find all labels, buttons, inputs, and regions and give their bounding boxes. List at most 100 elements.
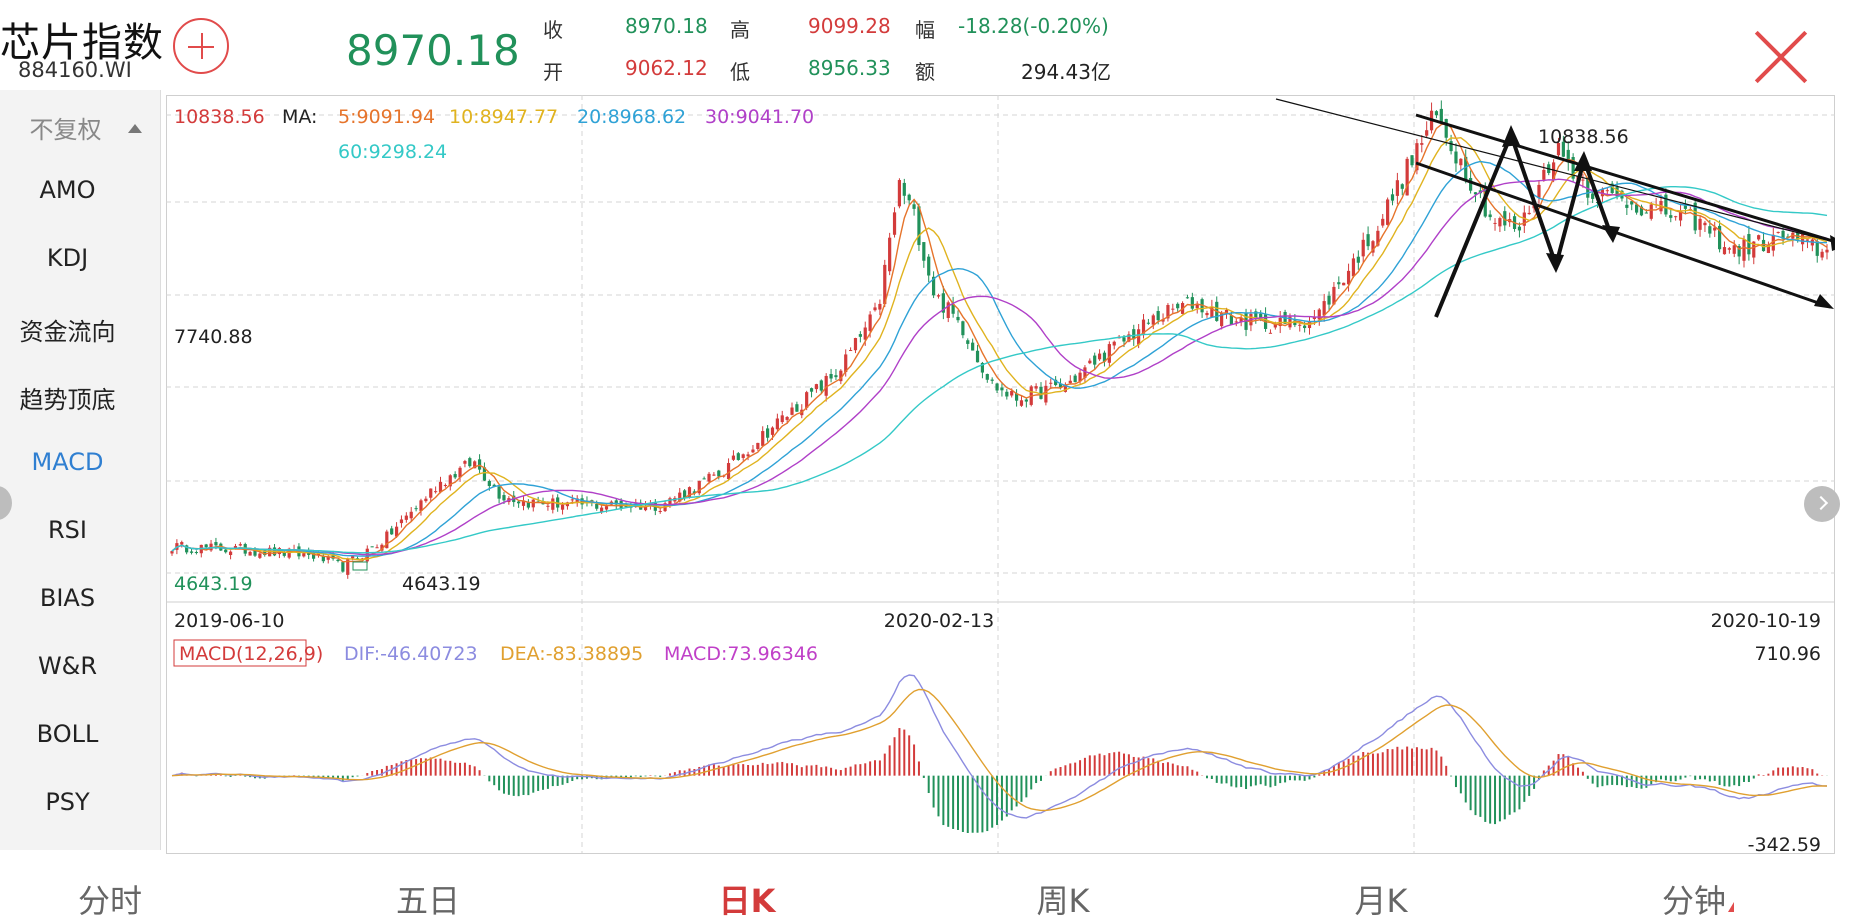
index-title: 芯片指数: [0, 20, 164, 66]
candle-body: [1234, 321, 1238, 323]
candle-body: [253, 550, 257, 556]
candle-body: [795, 404, 799, 412]
sidebar-item-trend[interactable]: 趋势顶底: [19, 386, 116, 414]
candle-body: [1776, 231, 1780, 233]
sidebar-item-bias[interactable]: BIAS: [39, 584, 96, 612]
sidebar-item-boll[interactable]: BOLL: [36, 720, 99, 748]
candle-body: [1591, 193, 1595, 199]
candle-body: [858, 334, 862, 337]
candle-body: [1381, 218, 1385, 226]
candle-body: [1542, 169, 1546, 180]
candle-body: [399, 519, 404, 524]
high-value: 9099.28: [808, 14, 891, 38]
sidebar-item-amo[interactable]: AMO: [39, 176, 96, 204]
tab-minute[interactable]: 分钟: [1662, 876, 1735, 922]
candle-body: [434, 491, 438, 493]
ma-line-ma5: [171, 122, 1828, 563]
candle-body: [819, 380, 823, 391]
index-code: 884160.WI: [18, 58, 132, 82]
candle-body: [321, 556, 325, 562]
candle-body: [751, 449, 755, 453]
ma60-label: 60:9298.24: [338, 141, 447, 163]
candle-body: [1805, 239, 1810, 241]
candle-body: [1556, 143, 1561, 156]
sidebar-item-kdj[interactable]: KDJ: [46, 244, 89, 272]
sidebar-item-macd[interactable]: MACD: [31, 448, 104, 476]
candle-body: [1761, 239, 1766, 252]
scroll-left-handle[interactable]: [0, 486, 12, 520]
candle-body: [1649, 204, 1653, 219]
candle-body: [228, 551, 233, 556]
candle-body: [883, 264, 887, 305]
candle-body: [1190, 297, 1194, 309]
tab-intraday[interactable]: 分时: [77, 882, 143, 920]
candle-body: [980, 362, 985, 373]
candle-body: [1444, 118, 1448, 138]
candle-body: [526, 502, 530, 508]
sidebar-item-adjust[interactable]: 不复权: [29, 116, 102, 144]
candle-body: [1420, 143, 1424, 145]
candle-body: [1317, 309, 1321, 320]
current-price: 8970.18: [346, 26, 520, 75]
candle-body: [1766, 244, 1771, 254]
candle-body: [1195, 303, 1199, 309]
sidebar-item-psy[interactable]: PSY: [45, 788, 90, 816]
candle-body: [1537, 184, 1541, 198]
low-marker-label: 4643.19: [402, 573, 481, 595]
scroll-right-button[interactable]: [1804, 486, 1840, 522]
sidebar-item-rsi[interactable]: RSI: [48, 516, 87, 544]
candle-body: [892, 212, 897, 235]
zigzag-arrowhead-1: [1502, 125, 1520, 147]
candle-body: [1459, 158, 1463, 166]
candle-body: [1000, 387, 1004, 391]
candle-body: [766, 428, 770, 438]
open-label: 开: [543, 60, 563, 84]
candle-body: [1434, 111, 1439, 116]
candle-body: [1630, 201, 1634, 205]
candle-body: [848, 350, 853, 352]
candle-body: [1229, 315, 1233, 325]
candle-body: [1054, 379, 1058, 386]
sidebar-item-wr[interactable]: W&R: [37, 652, 98, 680]
candle-body: [1151, 315, 1155, 325]
add-watchlist-button[interactable]: [173, 18, 229, 74]
candle-body: [370, 546, 374, 548]
candle-body: [1356, 256, 1360, 263]
candle-body: [931, 276, 936, 296]
tab-monthly-k[interactable]: 月K: [1354, 882, 1408, 920]
candle-body: [1171, 308, 1175, 310]
tab-five-day[interactable]: 五日: [395, 882, 461, 920]
candle-body: [1332, 286, 1336, 305]
sidebar-item-fund-flow[interactable]: 资金流向: [19, 318, 116, 346]
candle-body: [731, 455, 736, 460]
close-label: 收: [543, 18, 563, 42]
candle-body: [1014, 393, 1019, 401]
candle-body: [1552, 162, 1556, 180]
candle-body: [1415, 143, 1419, 171]
macd-dif-label: DIF:-46.40723: [344, 643, 478, 665]
kline-chart[interactable]: 10838.56 MA: 5:9091.94 10:8947.77 20:896…: [166, 95, 1835, 855]
candle-body: [1361, 239, 1365, 257]
candle-body: [1678, 211, 1683, 221]
candle-body: [692, 491, 696, 493]
candle-body: [1635, 204, 1639, 213]
candle-body: [1693, 202, 1697, 231]
tab-weekly-k[interactable]: 周K: [1036, 882, 1090, 920]
close-icon[interactable]: [1752, 28, 1810, 86]
candle-body: [990, 379, 994, 381]
candle-body: [473, 461, 477, 469]
ma10-label: 10:8947.77: [449, 106, 558, 128]
ma5-label: 5:9091.94: [338, 106, 435, 128]
tab-daily-k[interactable]: 日K: [718, 882, 776, 920]
candle-body: [1464, 156, 1468, 181]
candle-body: [180, 542, 184, 545]
candle-body: [233, 546, 238, 549]
candle-body: [551, 498, 555, 510]
candle-body: [575, 498, 579, 503]
candle-body: [238, 544, 242, 546]
candle-body: [1156, 311, 1160, 321]
high-marker-label: 10838.56: [1538, 126, 1629, 148]
candle-body: [1210, 306, 1214, 318]
candle-body: [311, 552, 316, 559]
candle-body: [209, 543, 213, 551]
